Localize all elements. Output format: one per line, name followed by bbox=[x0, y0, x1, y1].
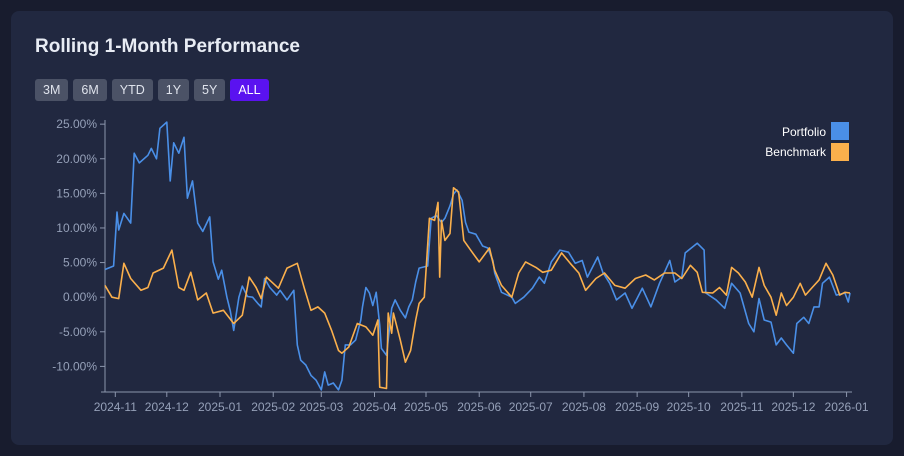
y-tick-label: -10.00% bbox=[52, 359, 97, 373]
y-axis: 25.00% 20.00% 15.00% 10.00% 5.00% 0.00% -5.00%… bbox=[52, 117, 106, 392]
x-tick-label: 2025-11 bbox=[720, 400, 763, 414]
series-line-portfolio bbox=[104, 121, 851, 391]
x-tick-label: 2025-05 bbox=[404, 400, 448, 414]
y-tick-label: 10.00% bbox=[56, 221, 97, 235]
x-tick-label: 2025-10 bbox=[667, 400, 711, 414]
legend-swatch-portfolio bbox=[831, 122, 849, 140]
y-tick-label: 15.00% bbox=[56, 186, 97, 200]
legend-label-benchmark: Benchmark bbox=[765, 145, 827, 159]
x-tick-label: 2024-12 bbox=[145, 400, 189, 414]
series-line-benchmark bbox=[104, 187, 851, 390]
range-selector: 3M 6M YTD 1Y 5Y ALL bbox=[35, 79, 269, 101]
x-tick-label: 2025-07 bbox=[509, 400, 553, 414]
y-tick-label: 5.00% bbox=[63, 256, 97, 270]
legend-swatch-benchmark bbox=[831, 143, 849, 161]
x-tick-label: 2025-08 bbox=[562, 400, 606, 414]
x-tick-label: 2025-06 bbox=[457, 400, 501, 414]
range-ytd-button[interactable]: YTD bbox=[111, 79, 153, 101]
range-6m-button[interactable]: 6M bbox=[73, 79, 107, 101]
x-tick-label: 2025-02 bbox=[251, 400, 295, 414]
x-tick-label: 2025-03 bbox=[299, 400, 343, 414]
x-tick-label: 2026-01 bbox=[825, 400, 869, 414]
page-title: Rolling 1-Month Performance bbox=[35, 36, 300, 57]
legend-label-portfolio: Portfolio bbox=[782, 125, 826, 139]
range-all-button[interactable]: ALL bbox=[230, 79, 269, 101]
range-3m-button[interactable]: 3M bbox=[35, 79, 69, 101]
y-tick-label: 20.00% bbox=[56, 152, 97, 166]
x-tick-label: 2025-12 bbox=[771, 400, 815, 414]
x-tick-label: 2025-01 bbox=[198, 400, 242, 414]
range-5y-button[interactable]: 5Y bbox=[194, 79, 226, 101]
x-tick-label: 2025-04 bbox=[352, 400, 396, 414]
y-tick-label: -5.00% bbox=[59, 325, 97, 339]
y-tick-label: 0.00% bbox=[63, 290, 97, 304]
y-tick-label: 25.00% bbox=[56, 117, 97, 131]
x-tick-label: 2025-09 bbox=[615, 400, 659, 414]
range-1y-button[interactable]: 1Y bbox=[157, 79, 190, 101]
legend: Portfolio Benchmark bbox=[765, 122, 849, 161]
x-tick-label: 2024-11 bbox=[94, 400, 137, 414]
x-axis: 2024-11 2024-12 2025-01 2025-02 2025-03 2025-… bbox=[94, 391, 869, 414]
series-lines bbox=[104, 121, 851, 391]
